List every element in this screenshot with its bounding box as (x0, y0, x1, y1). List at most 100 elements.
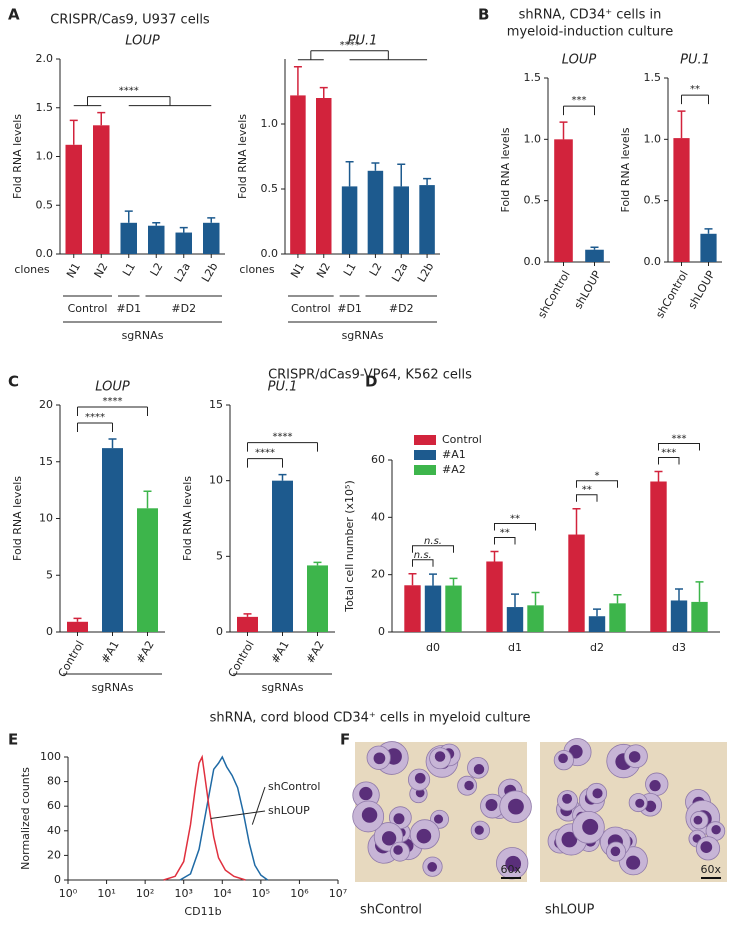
micrograph-label: shControl (360, 903, 422, 918)
error-bar (704, 228, 713, 234)
error-bar (97, 111, 106, 126)
chart-title: PU.1 (348, 34, 378, 49)
error-bar (613, 593, 622, 604)
x-tick-label: N1 (288, 261, 307, 281)
cell-nucleus (507, 798, 524, 815)
y-tick-label: 1.5 (524, 71, 542, 84)
panel-label: D (365, 373, 377, 391)
cell-nucleus (700, 841, 713, 854)
cell-nucleus (414, 772, 426, 784)
error-bar (69, 119, 78, 145)
y-tick-label: 1.5 (644, 71, 662, 84)
annotation: shControl (268, 780, 320, 793)
y-axis-label: Fold RNA levels (236, 114, 249, 199)
error-bar (677, 110, 686, 139)
y-tick-label: 40 (371, 510, 385, 523)
x-tick-label: L2 (367, 261, 385, 279)
x-tick-label: 10⁷ (329, 887, 347, 900)
y-tick-label: 0.5 (261, 182, 279, 195)
y-tick-label: 20 (371, 568, 385, 581)
legend-label: #A1 (442, 448, 466, 461)
bar (585, 249, 604, 262)
error-bar (207, 217, 216, 223)
bar (120, 222, 137, 254)
legend-swatch (414, 465, 436, 475)
error-bar (313, 561, 322, 566)
cell-nucleus (562, 793, 573, 804)
bar (568, 534, 585, 632)
x-tick-label: L2a (389, 261, 410, 285)
x-tick-label: 10³ (175, 887, 193, 900)
significance-label: **** (119, 86, 139, 97)
group-label: Control (68, 302, 108, 315)
cell-nucleus (610, 846, 621, 857)
error-bar (559, 121, 568, 140)
y-tick-label: 40 (47, 824, 61, 837)
error-bar (490, 550, 499, 562)
cell-nucleus (434, 751, 446, 762)
y-tick-label: 80 (47, 775, 61, 788)
significance-label: ** (690, 84, 700, 95)
x-tick-label: L1 (341, 261, 359, 279)
group-label: #D1 (337, 302, 362, 315)
x-tick-label: shControl (535, 269, 572, 321)
cell-nucleus (649, 780, 661, 792)
cell-nucleus (393, 845, 403, 855)
significance-label: ** (582, 485, 592, 496)
cell-nucleus (464, 780, 474, 791)
x-tick-label: #A2 (304, 639, 327, 666)
significance-bracket (658, 456, 680, 465)
significance-label: *** (672, 433, 687, 444)
error-bar (423, 177, 432, 186)
x-tick-label: 10⁴ (213, 887, 232, 900)
bar (700, 233, 717, 262)
y-tick-label: 0.0 (36, 247, 54, 260)
histogram-line (163, 754, 246, 881)
y-tick-label: 60 (47, 799, 61, 812)
y-tick-label: 0 (216, 625, 223, 638)
y-tick-label: 0 (54, 873, 61, 886)
bar (203, 222, 220, 254)
panel-label: A (8, 6, 20, 24)
y-axis-label: Fold RNA levels (181, 476, 194, 561)
section-title: shRNA, CD34⁺ cells in (519, 8, 662, 23)
x-tick-label: shLOUP (572, 268, 604, 311)
y-tick-label: 5 (216, 549, 223, 562)
error-bar (572, 507, 581, 535)
y-tick-label: 10 (209, 474, 223, 487)
x-tick-label: #A2 (134, 639, 157, 666)
error-bar (108, 438, 117, 449)
x-tick-label: 10² (136, 887, 154, 900)
y-tick-label: 15 (209, 398, 223, 411)
significance-label: **** (103, 396, 123, 407)
bar (272, 480, 293, 632)
error-bar (371, 162, 380, 171)
magnification: 60x (500, 863, 521, 876)
cell-nucleus (592, 788, 603, 799)
chart-title: LOUP (125, 34, 160, 49)
significance-label: ** (500, 527, 510, 538)
cell-nucleus (416, 828, 432, 844)
panel-label: E (8, 731, 18, 749)
bar (393, 186, 409, 254)
y-tick-label: 0.0 (524, 255, 542, 268)
significance-label: **** (340, 40, 360, 51)
y-tick-label: 100 (40, 750, 61, 763)
x-tick-label: L2b (415, 260, 436, 284)
significance-label: n.s. (414, 550, 432, 561)
error-bar (319, 86, 328, 98)
bar (367, 170, 384, 254)
x-tick-label: 10⁶ (290, 887, 309, 900)
x-tick-label: L1 (120, 261, 138, 279)
bar (102, 448, 123, 632)
error-bar (675, 588, 683, 601)
magnification: 60x (700, 863, 721, 876)
significance-bracket (658, 442, 700, 451)
significance-label: **** (273, 432, 293, 443)
cell-nucleus (415, 788, 425, 798)
error-bar (345, 160, 354, 187)
y-tick-label: 0 (46, 625, 53, 638)
y-tick-label: 60 (371, 453, 385, 466)
x-tick-label: #A1 (269, 639, 292, 666)
y-tick-label: 5 (46, 568, 53, 581)
